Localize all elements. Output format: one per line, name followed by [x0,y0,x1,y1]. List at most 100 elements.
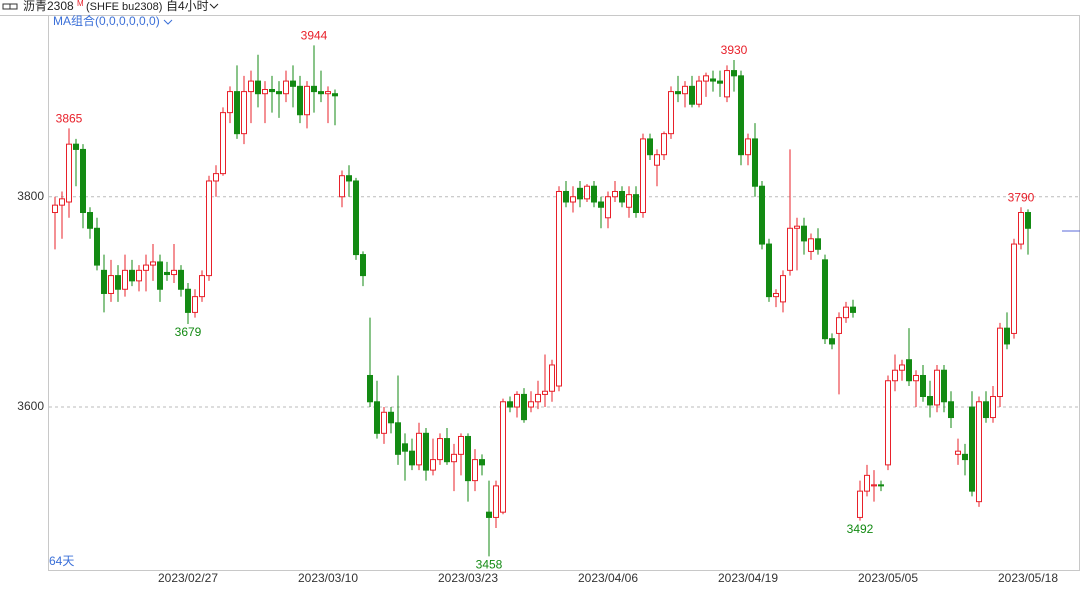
candle-body [115,275,121,290]
candle-body [129,269,135,282]
x-tick-label: 2023/03/10 [298,571,358,585]
candle-body [640,138,646,214]
candle-body [360,254,366,277]
candle-body [136,269,142,282]
candle-body [220,112,226,175]
low-label: 3492 [847,522,874,536]
candle-body [409,450,415,466]
candle-body [808,238,814,252]
low-label: 3679 [175,325,202,339]
candle-body [724,70,730,98]
candle-body [122,269,128,290]
candle-body [388,411,394,424]
candle-body [752,138,758,187]
candle-body [948,401,954,419]
candle-body [857,490,863,518]
candle-body [402,443,408,452]
dropdown-arrow[interactable] [163,19,173,25]
candle-body [311,85,317,93]
candle-body [143,264,149,271]
candle-body [703,75,709,82]
candle-body [941,369,947,403]
candle-body [493,485,499,518]
candle-body [444,438,450,463]
candle-body [472,459,478,482]
candle-body [269,88,275,93]
candle-body [479,459,485,466]
candle-body [199,275,205,298]
candle-body [248,80,254,93]
candle-body [633,194,639,214]
candle-body [52,204,58,214]
candle-body [332,93,338,97]
candle-body [1018,212,1024,245]
candle-body [514,393,520,408]
candle-body [997,327,1003,398]
icon-part [9,3,18,10]
candle-body [255,80,261,95]
candle-body [556,190,562,387]
candle-body [507,401,513,408]
candle-body [717,80,723,84]
candle-body [990,396,996,419]
candle-body [962,453,968,461]
high-label: 3790 [1008,190,1035,204]
candle-body [290,80,296,87]
candle-body [164,271,170,276]
candle-body [150,261,156,266]
candle-body [451,453,457,463]
candle-body [969,406,975,492]
candle-body [262,88,268,95]
dropdown-arrow[interactable] [209,3,219,9]
candle-body [731,70,737,77]
x-tick-label: 2023/02/27 [158,571,218,585]
candle-body [157,261,163,290]
candle-body [612,190,618,198]
candle-body [689,85,695,105]
ma-indicator[interactable]: MA组合(0,0,0,0,0,0) [53,13,160,28]
candle-body [304,85,310,116]
candle-body [822,259,828,340]
candle-body [1025,212,1031,229]
candle-body [647,138,653,156]
candle-body [563,190,569,203]
candle-body [178,269,184,290]
high-label: 3865 [56,112,83,126]
candle-body [66,143,72,203]
candle-body [906,359,912,382]
candle-body [395,422,401,455]
low-label: 3458 [476,558,503,572]
candle-body [696,80,702,105]
candle-body [710,78,716,82]
x-tick-label: 2023/05/05 [858,571,918,585]
candle-body [871,484,877,487]
candle-body [346,175,352,182]
candle-body [381,411,387,434]
candle-body [318,91,324,95]
candle-body [241,91,247,135]
candle-body [927,396,933,406]
candle-body [213,173,219,182]
y-tick-label: 3800 [17,189,44,203]
candle-body [626,194,632,208]
candle-body [759,185,765,245]
candle-body [465,435,471,482]
candle-body [374,401,380,434]
candle-body [297,85,303,116]
x-tick-label: 2023/03/23 [438,571,498,585]
symbol-mark: M [77,0,84,8]
candle-body [745,138,751,156]
period-selector[interactable]: 自4小时 [166,0,209,13]
candle-body [59,198,65,206]
candle-body [500,401,506,513]
candle-body [766,243,772,298]
candle-body [605,196,611,219]
candle-body [983,401,989,419]
candle-body [276,91,282,95]
link-icon[interactable] [2,3,18,10]
high-label: 3944 [301,29,328,43]
candle-body [416,432,422,466]
candle-body [619,190,625,203]
